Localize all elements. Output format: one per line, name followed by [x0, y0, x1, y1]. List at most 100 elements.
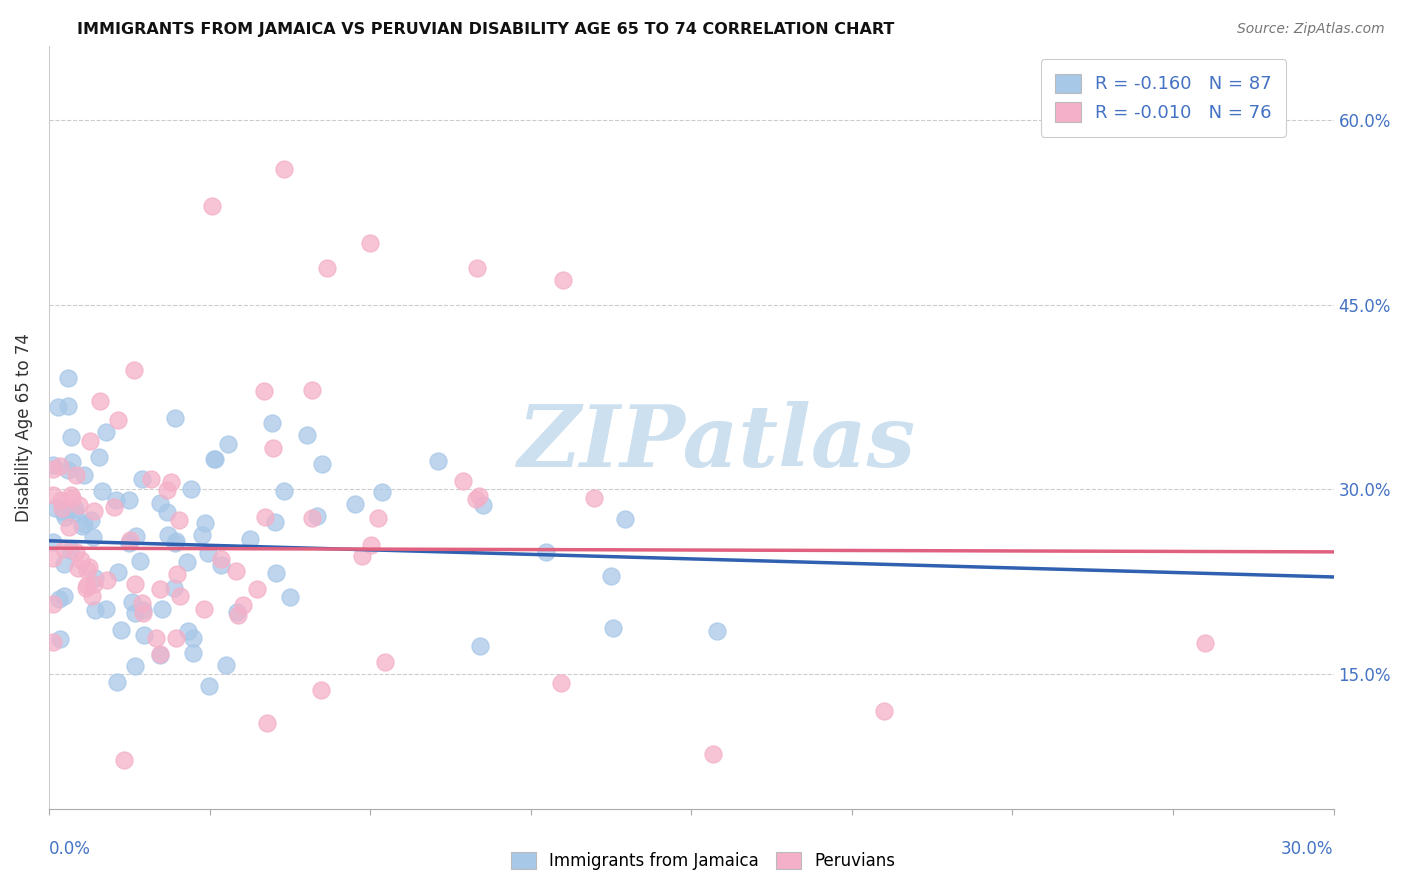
Point — [239, 532, 262, 546]
Point — [132, 603, 155, 617]
Point — [80, 589, 103, 603]
Point — [149, 582, 172, 597]
Point — [273, 162, 295, 177]
Point — [121, 595, 143, 609]
Point — [468, 489, 491, 503]
Point — [76, 563, 98, 577]
Point — [103, 500, 125, 514]
Point — [191, 527, 214, 541]
Point — [534, 545, 557, 559]
Legend: R = -0.160   N = 87, R = -0.010   N = 76: R = -0.160 N = 87, R = -0.010 N = 76 — [1040, 59, 1286, 136]
Point — [60, 430, 83, 444]
Point — [374, 655, 396, 669]
Point — [181, 646, 204, 660]
Text: IMMIGRANTS FROM JAMAICA VS PERUVIAN DISABILITY AGE 65 TO 74 CORRELATION CHART: IMMIGRANTS FROM JAMAICA VS PERUVIAN DISA… — [77, 22, 894, 37]
Point — [60, 491, 83, 506]
Point — [225, 564, 247, 578]
Point — [107, 565, 129, 579]
Legend: Immigrants from Jamaica, Peruvians: Immigrants from Jamaica, Peruvians — [505, 845, 901, 877]
Point — [80, 513, 103, 527]
Point — [204, 451, 226, 466]
Point — [105, 675, 128, 690]
Point — [316, 260, 339, 275]
Point — [706, 624, 728, 638]
Point — [311, 458, 333, 472]
Point — [215, 657, 238, 672]
Point — [104, 492, 127, 507]
Point — [70, 553, 93, 567]
Point — [56, 400, 79, 414]
Point — [73, 517, 96, 532]
Point — [65, 544, 87, 558]
Text: ZIPatlas: ZIPatlas — [517, 401, 917, 484]
Point — [464, 491, 486, 506]
Text: 0.0%: 0.0% — [49, 840, 91, 858]
Point — [42, 635, 65, 649]
Point — [202, 452, 225, 467]
Point — [120, 533, 142, 548]
Point — [201, 199, 224, 213]
Point — [131, 596, 153, 610]
Text: Source: ZipAtlas.com: Source: ZipAtlas.com — [1237, 22, 1385, 37]
Point — [582, 491, 605, 506]
Point — [96, 573, 118, 587]
Text: 30.0%: 30.0% — [1281, 840, 1334, 858]
Point — [46, 400, 69, 414]
Point — [56, 463, 79, 477]
Point — [551, 273, 574, 287]
Point — [262, 442, 284, 456]
Point — [360, 538, 382, 552]
Point — [94, 602, 117, 616]
Point — [59, 542, 82, 557]
Point — [67, 561, 90, 575]
Point — [75, 581, 97, 595]
Point — [359, 235, 381, 250]
Point — [166, 566, 188, 581]
Point — [209, 558, 232, 573]
Point — [232, 598, 254, 612]
Point — [198, 679, 221, 693]
Point — [246, 582, 269, 596]
Point — [42, 535, 65, 549]
Point — [193, 601, 215, 615]
Point — [79, 434, 101, 448]
Point — [60, 455, 83, 469]
Point — [157, 528, 180, 542]
Point — [311, 683, 333, 698]
Point — [55, 502, 77, 516]
Point — [149, 648, 172, 662]
Point — [53, 542, 76, 557]
Point — [42, 488, 65, 502]
Point — [70, 519, 93, 533]
Point — [124, 577, 146, 591]
Point — [163, 581, 186, 595]
Point — [122, 363, 145, 377]
Point — [156, 483, 179, 497]
Point — [124, 607, 146, 621]
Point — [165, 533, 187, 548]
Point — [352, 549, 374, 563]
Point — [139, 472, 162, 486]
Point — [89, 394, 111, 409]
Point — [148, 496, 170, 510]
Point — [87, 450, 110, 464]
Y-axis label: Disability Age 65 to 74: Disability Age 65 to 74 — [15, 334, 32, 522]
Point — [163, 410, 186, 425]
Point — [305, 508, 328, 523]
Point — [96, 425, 118, 439]
Point — [1194, 636, 1216, 650]
Point — [226, 607, 249, 622]
Point — [156, 505, 179, 519]
Point — [253, 510, 276, 524]
Point — [263, 515, 285, 529]
Point — [165, 631, 187, 645]
Point — [301, 511, 323, 525]
Point — [301, 383, 323, 397]
Point — [129, 554, 152, 568]
Point — [150, 602, 173, 616]
Point — [53, 557, 76, 571]
Point — [49, 632, 72, 647]
Point — [343, 497, 366, 511]
Point — [367, 511, 389, 525]
Point — [602, 621, 624, 635]
